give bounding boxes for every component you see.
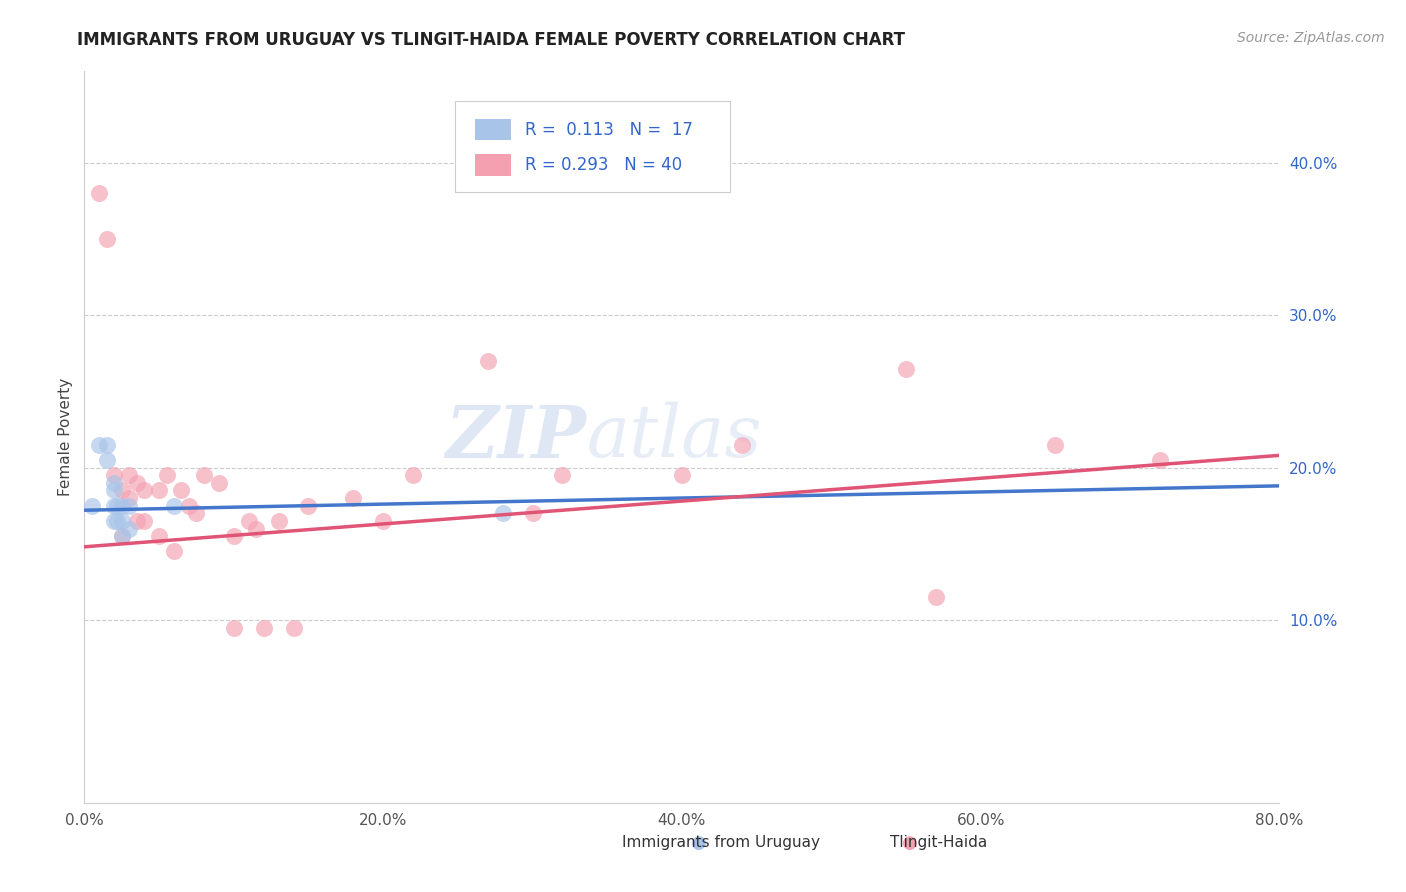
Y-axis label: Female Poverty: Female Poverty [58,378,73,496]
Point [125,514,148,528]
Text: R =  0.113   N =  17: R = 0.113 N = 17 [526,120,693,138]
Point [731,438,754,452]
Point [111,483,134,498]
Point [245,521,267,535]
Point [267,514,290,528]
Point [894,361,917,376]
Point [925,590,948,604]
Point [118,468,141,483]
Point [671,468,693,483]
Point [80,499,103,513]
Point [118,499,141,513]
Point [132,483,156,498]
Point [111,529,134,543]
Point [208,475,231,490]
Point [103,483,125,498]
Point [96,232,118,246]
Point [222,529,245,543]
Point [551,468,574,483]
Point [96,438,118,452]
Point [163,544,186,558]
Text: ●: ● [901,834,917,852]
Point [103,514,125,528]
Point [105,514,128,528]
Text: Source: ZipAtlas.com: Source: ZipAtlas.com [1237,31,1385,45]
Point [89,186,111,201]
Point [118,521,141,535]
Point [477,354,499,368]
Point [148,529,170,543]
FancyBboxPatch shape [456,101,730,192]
Point [103,499,125,513]
Point [155,468,177,483]
Text: ZIP: ZIP [446,401,586,473]
Point [170,483,193,498]
Point [89,438,111,452]
Text: R = 0.293   N = 40: R = 0.293 N = 40 [526,156,682,174]
Point [105,499,128,513]
Bar [475,153,510,176]
Point [222,621,245,635]
Text: ●: ● [690,834,706,852]
Point [253,621,276,635]
Point [148,483,170,498]
Point [522,506,544,520]
Point [1045,438,1067,452]
Text: IMMIGRANTS FROM URUGUAY VS TLINGIT-HAIDA FEMALE POVERTY CORRELATION CHART: IMMIGRANTS FROM URUGUAY VS TLINGIT-HAIDA… [77,31,905,49]
Point [163,499,186,513]
Text: Tlingit-Haida: Tlingit-Haida [890,836,987,850]
Point [111,514,134,528]
Point [111,499,134,513]
Text: atlas: atlas [586,401,762,473]
Bar [475,119,510,140]
Text: Immigrants from Uruguay: Immigrants from Uruguay [621,836,820,850]
Point [373,514,395,528]
Point [132,514,156,528]
Point [96,453,118,467]
Point [238,514,260,528]
Point [177,499,200,513]
Point [492,506,515,520]
Point [118,491,141,505]
Point [186,506,208,520]
Point [103,475,125,490]
Point [297,499,319,513]
Point [103,468,125,483]
Point [125,475,148,490]
Point [283,621,305,635]
Point [402,468,425,483]
Point [193,468,215,483]
Point [342,491,364,505]
Point [1149,453,1171,467]
Point [111,529,134,543]
